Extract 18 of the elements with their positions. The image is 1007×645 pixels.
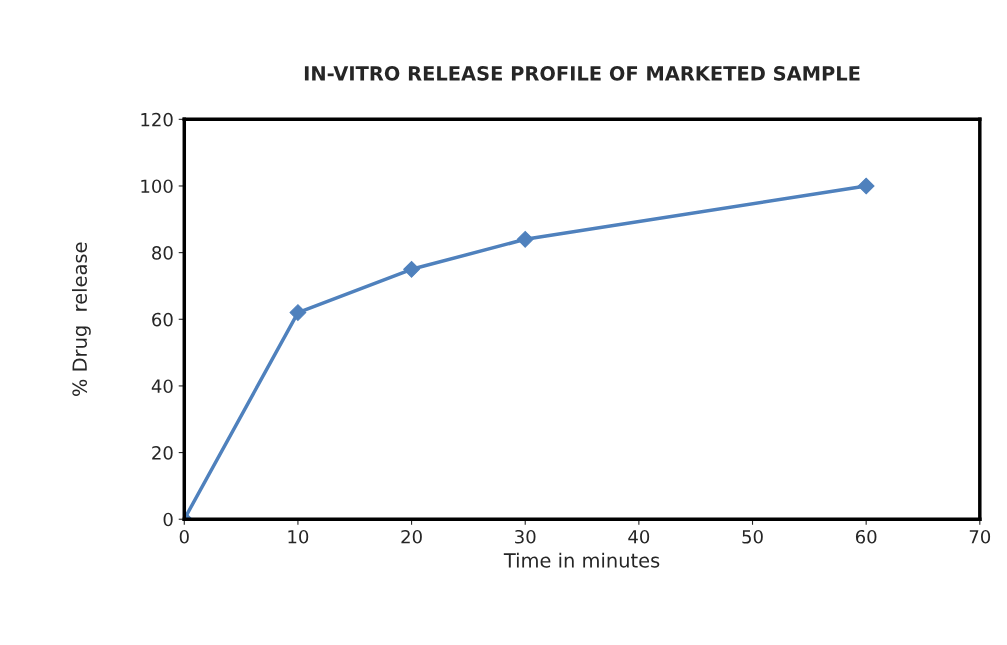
x-tick-label: 70 — [969, 529, 991, 544]
x-tick-label: 60 — [855, 529, 877, 544]
x-tick-label: 40 — [628, 529, 650, 544]
y-tick-label: 20 — [152, 446, 173, 460]
x-tick-label: 30 — [515, 529, 536, 544]
y-tick-label: 120 — [141, 112, 173, 127]
y-axis-title: % Drug release — [71, 242, 91, 396]
x-tick-label: 50 — [742, 529, 763, 544]
y-tick-label: 100 — [141, 179, 173, 194]
y-tick-label: 40 — [151, 379, 173, 394]
x-tick-label: 0 — [179, 529, 189, 544]
x-axis-title: Time in minutes — [503, 552, 660, 568]
x-tick-label: 20 — [401, 529, 422, 544]
y-tick-label: 60 — [152, 312, 173, 327]
y-tick-label: 80 — [152, 246, 173, 260]
x-tick-label: 10 — [288, 529, 309, 544]
y-tick-label: 0 — [163, 512, 173, 527]
chart-title: IN-VITRO RELEASE PROFILE OF MARKETED SAMPLE — [304, 66, 860, 81]
